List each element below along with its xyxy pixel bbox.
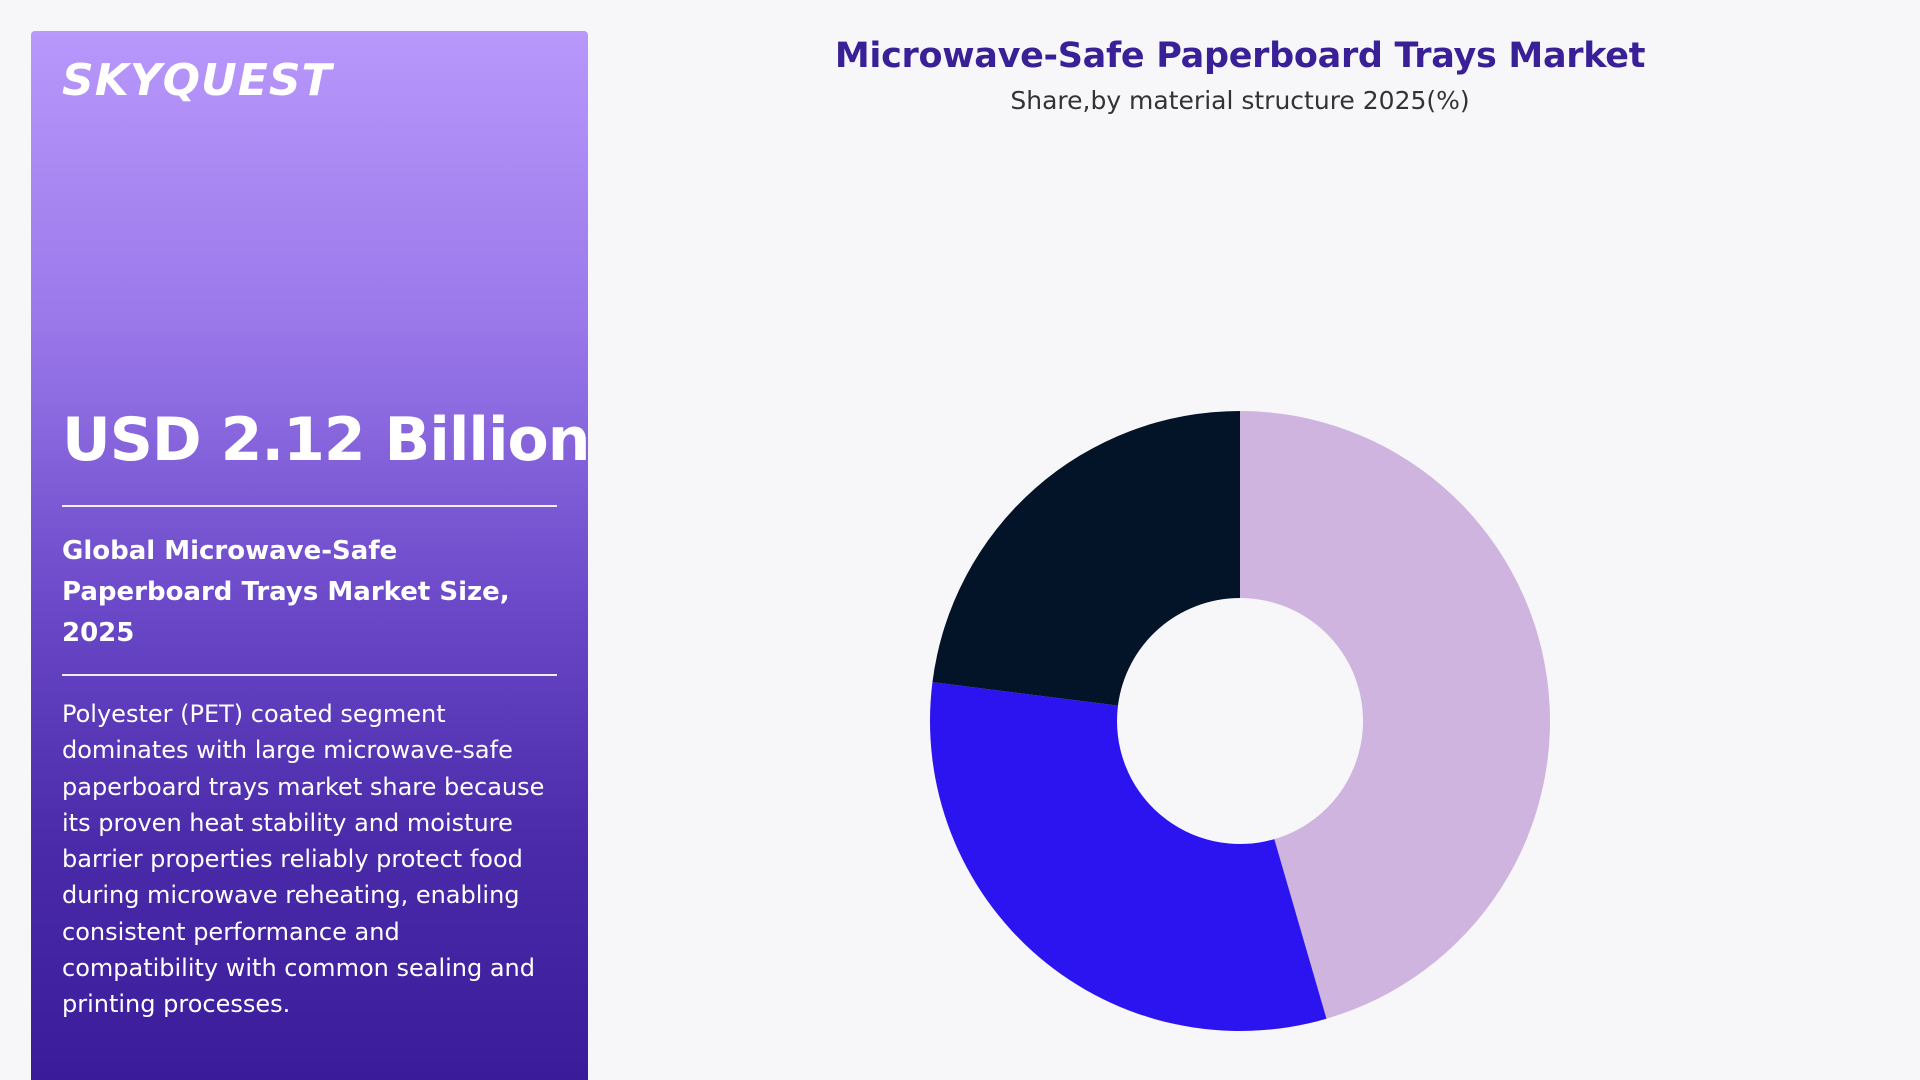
segment-description: Polyester (PET) coated segment dominates… — [62, 700, 545, 1019]
donut-slice-3 — [932, 411, 1240, 706]
chart-subtitle: Share,by material structure 2025(%) — [1010, 86, 1470, 115]
market-size-label: Global Microwave-Safe Paperboard Trays M… — [62, 536, 510, 648]
market-size-value: USD 2.12 Billion — [62, 405, 590, 475]
skyquest-logo: SKYQUEST — [62, 55, 333, 106]
donut-slice-1 — [1240, 411, 1550, 1019]
summary-panel: SKYQUEST USD 2.12 Billion Global Microwa… — [31, 31, 590, 1080]
chart-title: Microwave-Safe Paperboard Trays Market — [834, 36, 1646, 76]
divider-bottom — [62, 674, 557, 676]
donut-slice-2 — [930, 682, 1327, 1031]
divider-top — [62, 505, 557, 507]
